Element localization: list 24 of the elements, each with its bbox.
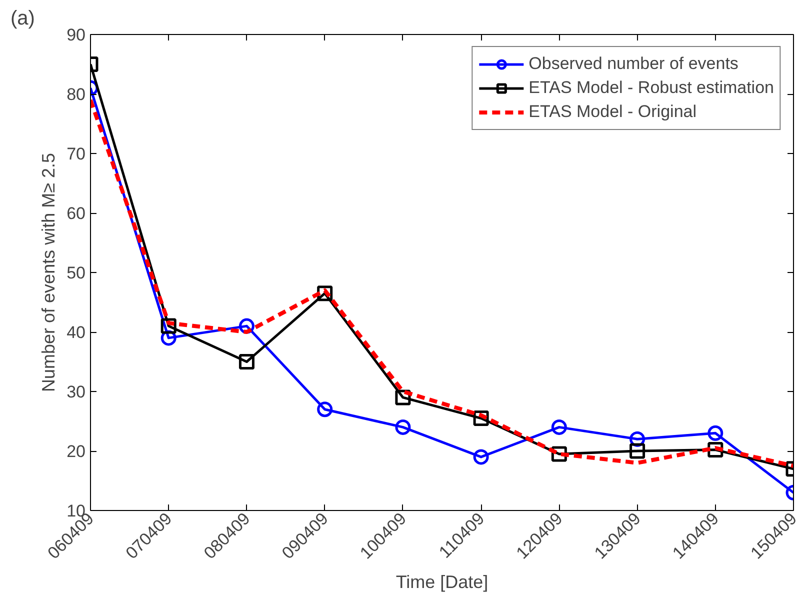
legend-label: ETAS Model - Original <box>528 101 697 123</box>
y-tick-label: 70 <box>66 144 86 164</box>
y-tick-label: 30 <box>66 382 86 402</box>
y-axis-title: Number of events with M≥ 2.5 <box>38 153 59 392</box>
legend-label: ETAS Model - Robust estimation <box>528 77 774 99</box>
y-tick-label: 60 <box>66 204 86 223</box>
y-tick-label: 80 <box>66 85 86 104</box>
y-tick-label: 20 <box>66 442 86 461</box>
point <box>160 318 176 334</box>
point <box>551 419 567 435</box>
y-tick-label: 40 <box>66 323 86 342</box>
point <box>473 449 489 465</box>
legend-label: Observed number of events <box>528 53 738 75</box>
point <box>238 354 254 370</box>
text: (a) <box>10 8 35 30</box>
point <box>317 402 333 418</box>
point <box>473 410 489 426</box>
y-tick-label: 90 <box>66 26 86 44</box>
y-tick-label: 50 <box>66 264 86 282</box>
point <box>630 443 646 459</box>
point <box>708 425 724 441</box>
point <box>395 419 411 435</box>
point <box>317 286 333 302</box>
x-axis-title: Time [Date] <box>396 572 488 592</box>
